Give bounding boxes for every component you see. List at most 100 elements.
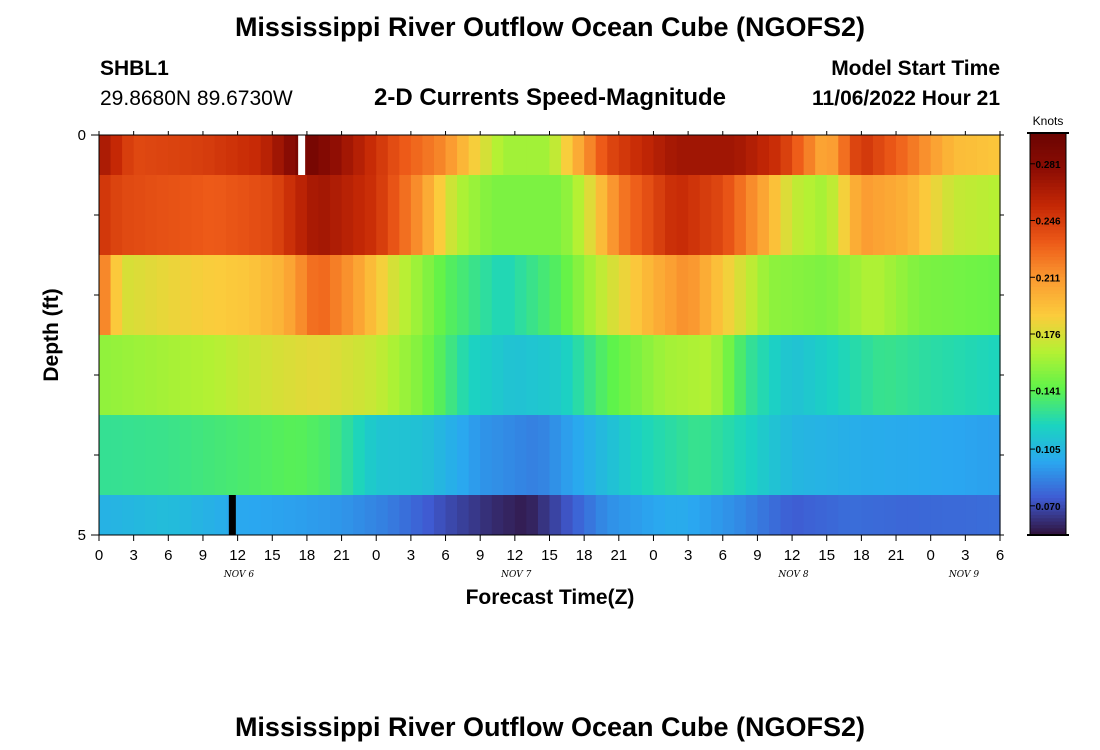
heatmap-cell: [202, 175, 216, 256]
heatmap-cell: [110, 335, 123, 416]
heatmap-cell: [561, 495, 574, 536]
x-tick-label: 9: [199, 547, 207, 564]
heatmap-cell: [376, 415, 389, 496]
heatmap-cell: [630, 415, 643, 496]
heatmap-cell: [537, 175, 551, 256]
heatmap-cell: [341, 335, 354, 416]
heatmap-cell: [803, 255, 816, 336]
heatmap-cell: [722, 135, 735, 176]
x-tick-label: 12: [784, 547, 801, 564]
colorbar-segment: [1030, 354, 1066, 359]
colorbar-tick-label: 0.141: [1035, 387, 1060, 398]
x-tick-label: 15: [264, 547, 281, 564]
heatmap-cell: [595, 415, 608, 496]
colorbar-tick-label: 0.281: [1035, 160, 1060, 171]
x-tick-label: 21: [888, 547, 905, 564]
heatmap-cell: [595, 135, 608, 176]
heatmap-cell: [514, 175, 527, 256]
station-coords: 29.8680N 89.6730W: [100, 87, 293, 110]
heatmap-cell: [907, 335, 920, 416]
heatmap-cell: [607, 255, 620, 336]
heatmap-cell: [618, 135, 631, 176]
heatmap-cell: [364, 255, 377, 336]
x-tick-label: 21: [333, 547, 350, 564]
depth-band-3: [99, 335, 1001, 416]
heatmap-cell: [907, 255, 920, 336]
heatmap-cell: [480, 255, 493, 336]
heatmap-cell: [376, 135, 389, 176]
heatmap-cell: [872, 415, 886, 496]
heatmap-cell: [919, 335, 932, 416]
heatmap-cell: [110, 175, 123, 256]
heatmap-cell: [988, 335, 1001, 416]
heatmap-cell: [445, 175, 458, 256]
heatmap-cell: [99, 135, 112, 176]
colorbar-segment: [1030, 347, 1066, 352]
heatmap-cell: [722, 495, 735, 536]
x-tick-label: 18: [299, 547, 316, 564]
heatmap-cell: [445, 335, 458, 416]
heatmap-cell: [630, 175, 643, 256]
colorbar-segment: [1030, 206, 1066, 211]
heatmap-cell: [468, 335, 481, 416]
heatmap-cell: [896, 175, 909, 256]
heatmap-cell: [514, 335, 527, 416]
heatmap-cell: [249, 255, 262, 336]
heatmap-cell: [168, 335, 181, 416]
heatmap-cell: [665, 135, 678, 176]
heatmap-cell: [191, 495, 204, 536]
heatmap-cell: [561, 135, 574, 176]
heatmap-cell: [122, 255, 135, 336]
colorbar-segment: [1030, 360, 1066, 365]
heatmap-cell: [283, 255, 296, 336]
heatmap-cell: [688, 495, 701, 536]
heatmap-cell: [653, 335, 666, 416]
colorbar-segment: [1030, 133, 1066, 137]
heatmap-cell: [826, 415, 839, 496]
heatmap-cell: [399, 495, 412, 536]
heatmap-cell: [226, 415, 239, 496]
heatmap-cell: [630, 135, 643, 176]
x-tick-label: 3: [407, 547, 415, 564]
colorbar-segment: [1030, 397, 1066, 402]
heatmap-cell: [422, 495, 435, 536]
heatmap-cell: [872, 495, 886, 536]
heatmap-cell: [688, 135, 701, 176]
colorbar-segment: [1030, 146, 1066, 151]
colorbar-segment: [1030, 364, 1066, 369]
heatmap-cell: [179, 335, 193, 416]
heatmap-cell: [457, 255, 470, 336]
heatmap-cell: [757, 335, 770, 416]
heatmap-cell: [202, 255, 216, 336]
heatmap-cell: [907, 495, 920, 536]
heatmap-cell: [861, 495, 874, 536]
heatmap-cell: [191, 255, 204, 336]
heatmap-cell: [861, 175, 874, 256]
colorbar-segment: [1030, 213, 1066, 218]
colorbar-segment: [1030, 367, 1066, 372]
x-axis: 0 3 6 9 12 15 18 21 0 3 6 9 12 15 18 21 0 3 6 9 12 15 18 21 0 3 6 N…: [95, 131, 1004, 580]
heatmap-cell: [537, 135, 551, 176]
heatmap-cell: [341, 175, 354, 256]
heatmap-cell: [780, 255, 793, 336]
colorbar-segment: [1030, 283, 1066, 288]
colorbar-segment: [1030, 394, 1066, 399]
colorbar-segment: [1030, 514, 1066, 519]
colorbar-segment: [1030, 317, 1066, 322]
heatmap-cell: [330, 175, 343, 256]
heatmap-cell: [179, 135, 193, 176]
heatmap-cell: [838, 415, 851, 496]
colorbar-segment: [1030, 407, 1066, 412]
colorbar-tick-label: 0.211: [1036, 273, 1061, 284]
colorbar-segment: [1030, 447, 1066, 452]
heatmap-cell: [410, 255, 424, 336]
heatmap-cell: [110, 415, 123, 496]
heatmap-cell: [214, 495, 227, 536]
heatmap-cell: [353, 255, 366, 336]
heatmap-cell: [792, 175, 805, 256]
heatmap-cell: [249, 135, 262, 176]
colorbar-segment: [1030, 474, 1066, 479]
heatmap-cell: [272, 495, 285, 536]
heatmap-cell: [191, 175, 204, 256]
